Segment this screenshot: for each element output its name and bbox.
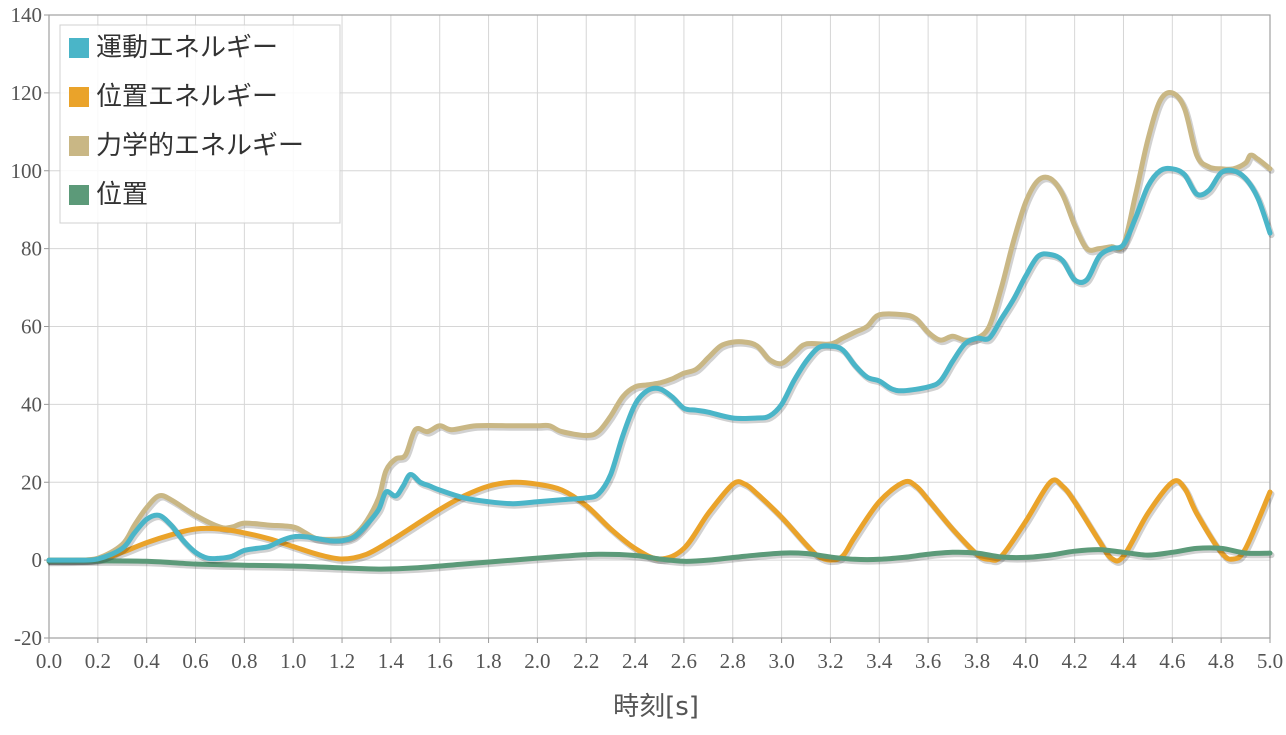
x-tick-label: 3.0 <box>768 649 794 673</box>
x-tick-label: 4.8 <box>1208 649 1234 673</box>
x-tick-label: 2.4 <box>622 649 649 673</box>
plot-border <box>48 14 1271 639</box>
x-tick-label: 3.4 <box>866 649 893 673</box>
y-tick-label: -20 <box>14 626 42 650</box>
x-tick-label: 0.0 <box>36 649 62 673</box>
axes <box>44 14 1271 643</box>
x-tick-label: 4.6 <box>1159 649 1185 673</box>
x-tick-label: 0.8 <box>231 649 257 673</box>
x-tick-label: 1.4 <box>378 649 405 673</box>
x-tick-label: 2.6 <box>671 649 697 673</box>
x-tick-label: 0.2 <box>85 649 111 673</box>
y-tick-label: 120 <box>11 81 43 105</box>
x-tick-label: 0.4 <box>134 649 161 673</box>
y-tick-label: 20 <box>21 470 42 494</box>
x-tick-label: 2.2 <box>573 649 599 673</box>
x-tick-label: 1.8 <box>475 649 501 673</box>
x-tick-label: 2.8 <box>720 649 746 673</box>
legend-label: 力学的エネルギー <box>96 131 304 161</box>
y-tick-label: 100 <box>11 159 43 183</box>
x-tick-label: 3.2 <box>817 649 843 673</box>
x-tick-label: 1.6 <box>427 649 453 673</box>
legend-label: 位置エネルギー <box>96 82 278 112</box>
legend-label: 運動エネルギー <box>96 33 278 63</box>
y-tick-label: 0 <box>32 548 43 572</box>
series-shadow <box>47 167 1275 566</box>
legend-swatch <box>69 185 89 205</box>
x-tick-label: 4.2 <box>1062 649 1088 673</box>
x-tick-label: 2.0 <box>524 649 550 673</box>
x-tick-label: 3.8 <box>964 649 990 673</box>
x-tick-label: 5.0 <box>1257 649 1283 673</box>
x-tick-label: 3.6 <box>915 649 941 673</box>
y-tick-label: 60 <box>21 315 42 339</box>
y-tick-label: 80 <box>21 237 42 261</box>
legend-swatch <box>69 87 89 107</box>
legend-swatch <box>69 38 89 58</box>
series-line-3 <box>46 545 1273 572</box>
tick-labels: 0.0 0.2 0.4 0.6 0.8 1.0 1.2 1.4 1.6 1.8 2.0 2.2 2.4 2… <box>11 3 1284 673</box>
x-tick-label: 4.0 <box>1013 649 1039 673</box>
legend-box <box>59 24 341 224</box>
x-tick-label: 0.6 <box>182 649 208 673</box>
series-lines <box>46 89 1275 575</box>
x-tick-label: 1.0 <box>280 649 306 673</box>
y-tick-label: 40 <box>21 392 42 416</box>
x-axis-title: 時刻[s] <box>613 692 699 722</box>
x-tick-label: 4.4 <box>1110 649 1137 673</box>
legend-swatch <box>69 136 89 156</box>
x-tick-label: 1.2 <box>329 649 355 673</box>
series-line-0 <box>46 165 1273 563</box>
y-tick-label: 140 <box>11 3 43 27</box>
legend-label: 位置 <box>96 180 148 210</box>
